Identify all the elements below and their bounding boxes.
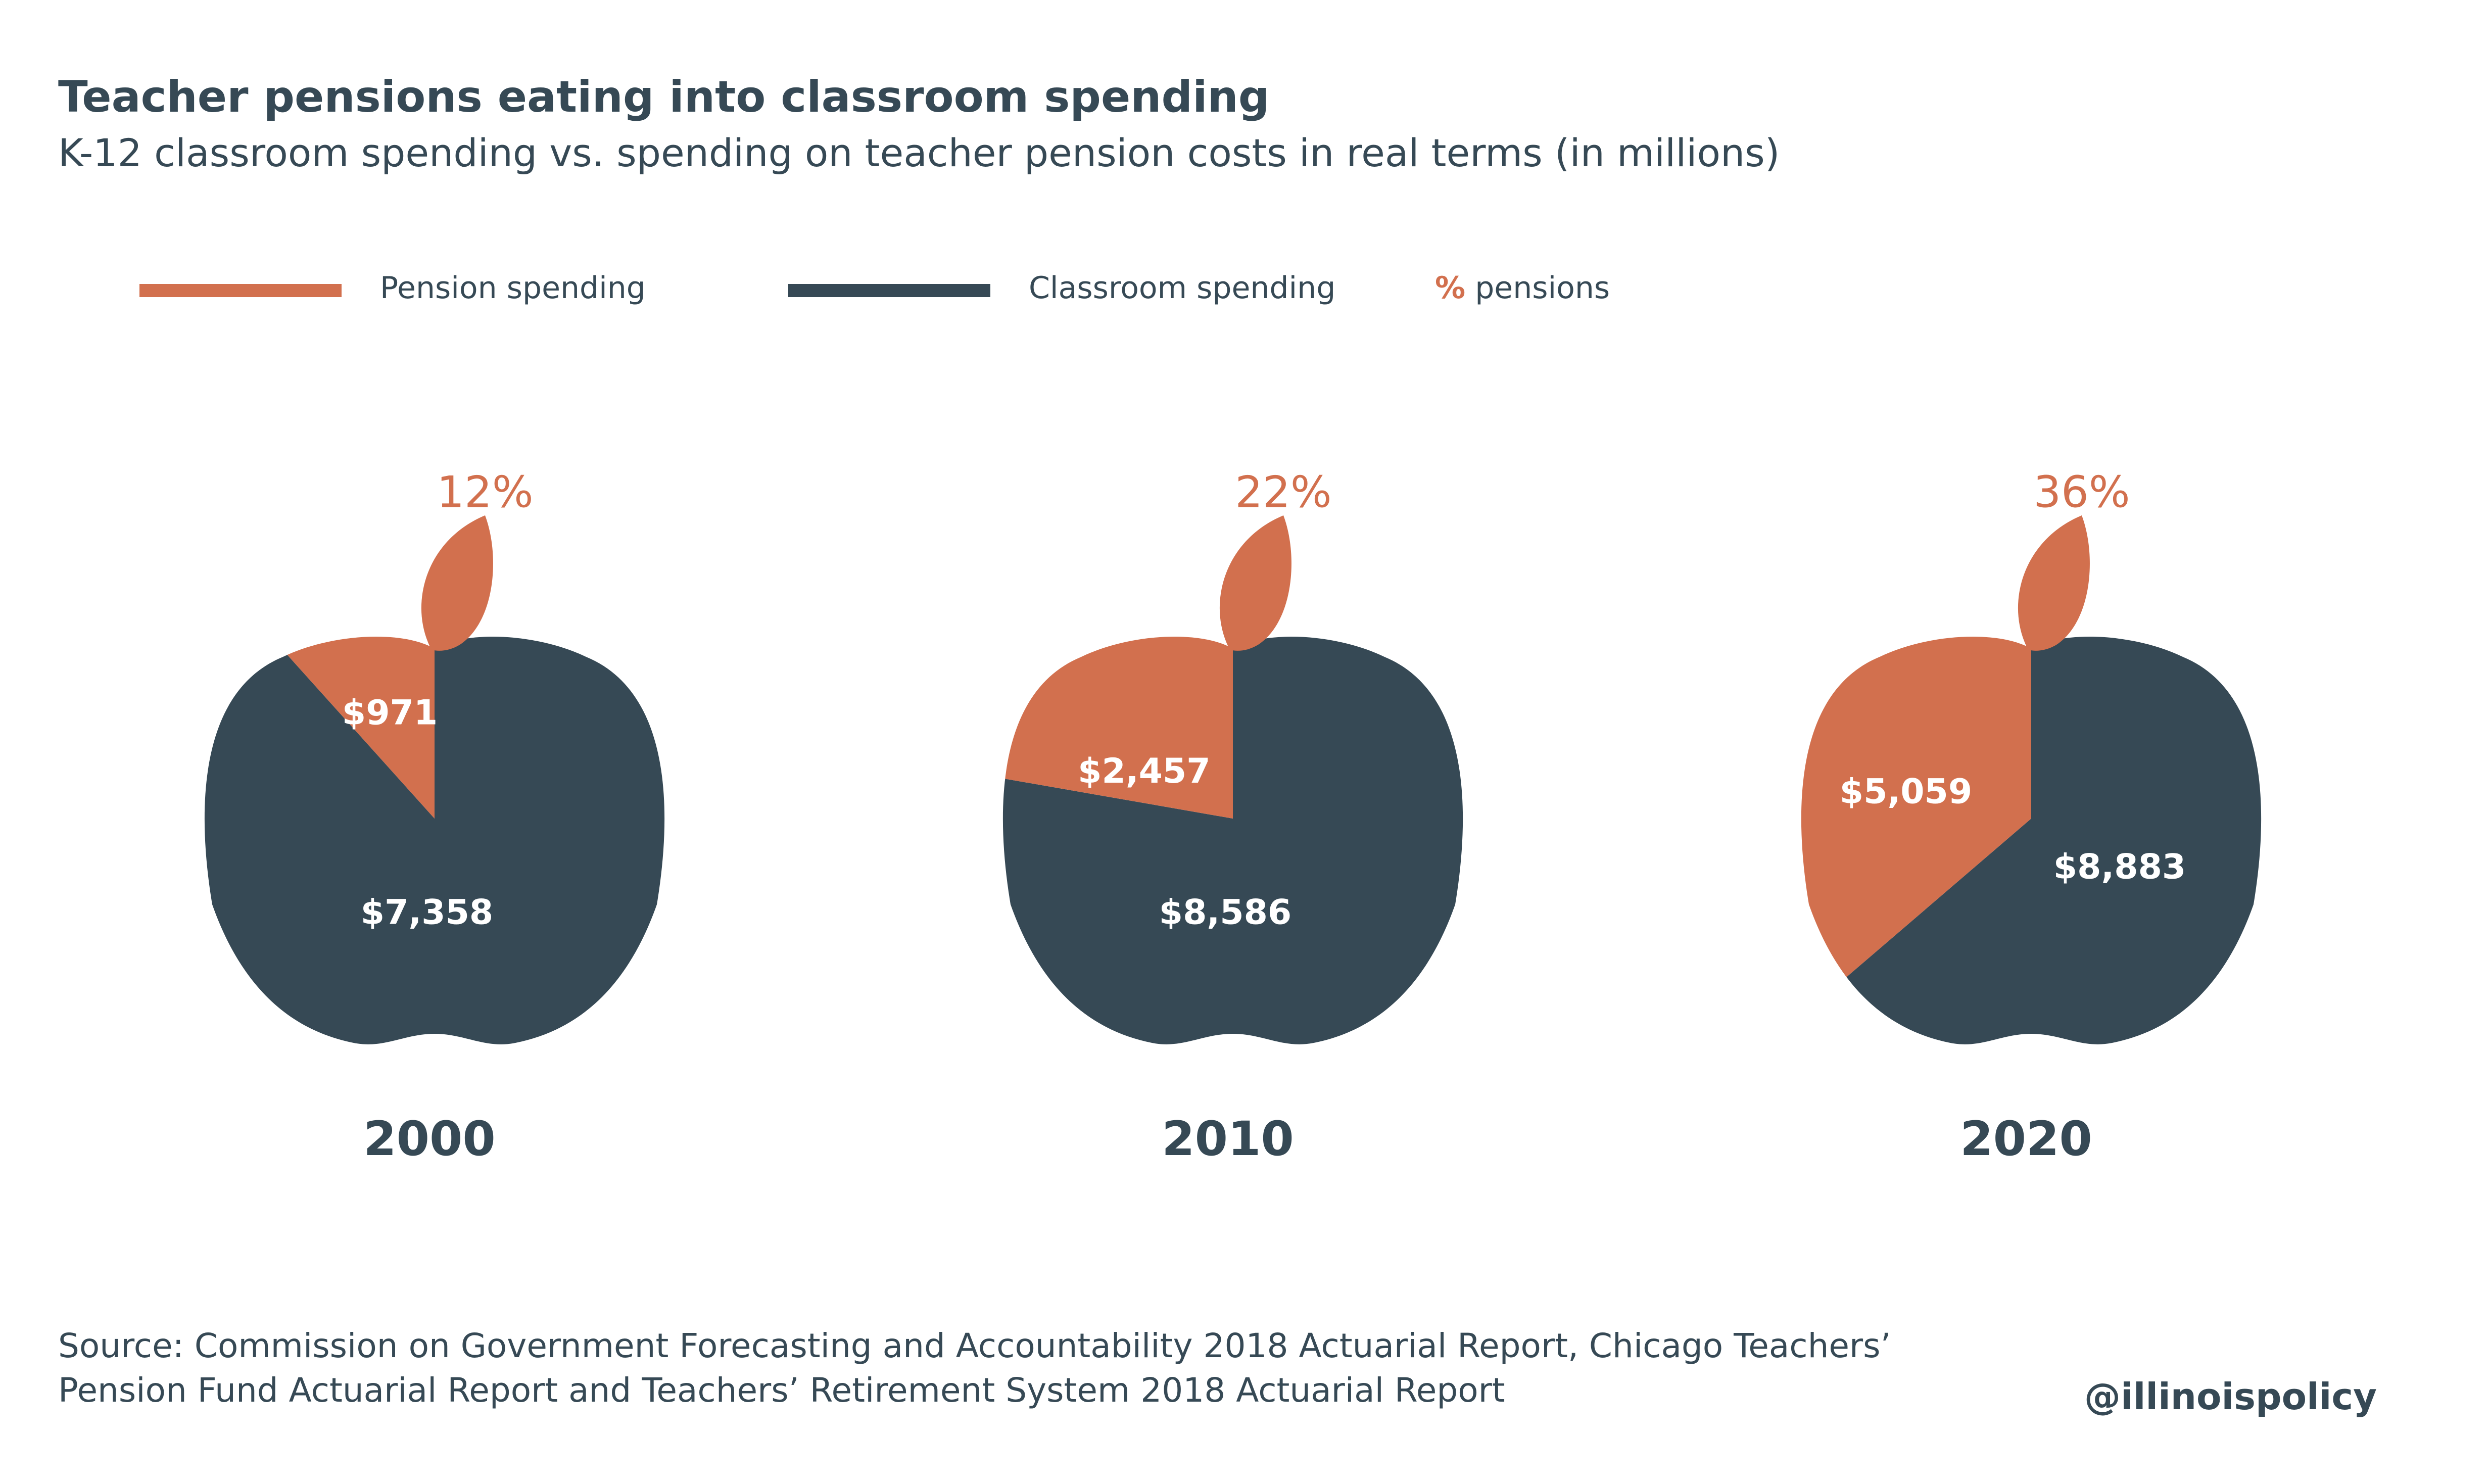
year-label-2010: 2010	[1162, 1112, 1294, 1167]
apple-pie-2020: $5,059 $8,883 36% 2020	[1801, 467, 2262, 1167]
apple-leaf-2010	[1219, 515, 1291, 651]
legend-swatch-classroom	[788, 284, 990, 297]
pension-value-label-2020: $5,059	[1840, 772, 1972, 812]
legend-label-pct: % pensions	[1435, 270, 1610, 306]
legend-pct-symbol: %	[1435, 270, 1466, 306]
year-label-2020: 2020	[1960, 1112, 2092, 1167]
pct-label-2020: 36%	[2033, 467, 2130, 517]
legend-pct-text: pensions	[1465, 270, 1610, 306]
chart-subtitle: K-12 classroom spending vs. spending on …	[58, 130, 1780, 175]
legend-swatch-pension	[139, 284, 342, 297]
pension-value-label-2010: $2,457	[1078, 751, 1210, 791]
classroom-value-label-2010: $8,586	[1159, 893, 1291, 933]
social-handle: @illinoispolicy	[2084, 1375, 2377, 1418]
classroom-value-label-2000: $7,358	[361, 893, 493, 933]
pension-value-label-2000: $971	[342, 693, 438, 733]
legend-label-classroom: Classroom spending	[1029, 270, 1336, 306]
source-line-1: Source: Commission on Government Forecas…	[58, 1326, 1891, 1365]
classroom-slice-2000	[204, 637, 665, 1044]
classroom-slice-2020	[1801, 637, 2262, 1044]
apple-pie-2010: $2,457 $8,586 22% 2010	[1002, 467, 1463, 1167]
apple-pie-2000: $971 $7,358 12% 2000	[204, 467, 665, 1167]
apple-leaf-2000	[421, 515, 493, 651]
classroom-value-label-2020: $8,883	[2053, 847, 2186, 887]
chart-title: Teacher pensions eating into classroom s…	[58, 72, 1270, 122]
classroom-slice-2010	[1002, 637, 1463, 1044]
year-label-2000: 2000	[363, 1112, 496, 1167]
source-line-2: Pension Fund Actuarial Report and Teache…	[58, 1371, 1505, 1410]
source-note: Source: Commission on Government Forecas…	[58, 1324, 1891, 1413]
legend-label-pension: Pension spending	[380, 270, 646, 306]
pct-label-2000: 12%	[437, 467, 533, 517]
apple-leaf-2020	[2018, 515, 2090, 651]
pct-label-2010: 22%	[1235, 467, 1331, 517]
